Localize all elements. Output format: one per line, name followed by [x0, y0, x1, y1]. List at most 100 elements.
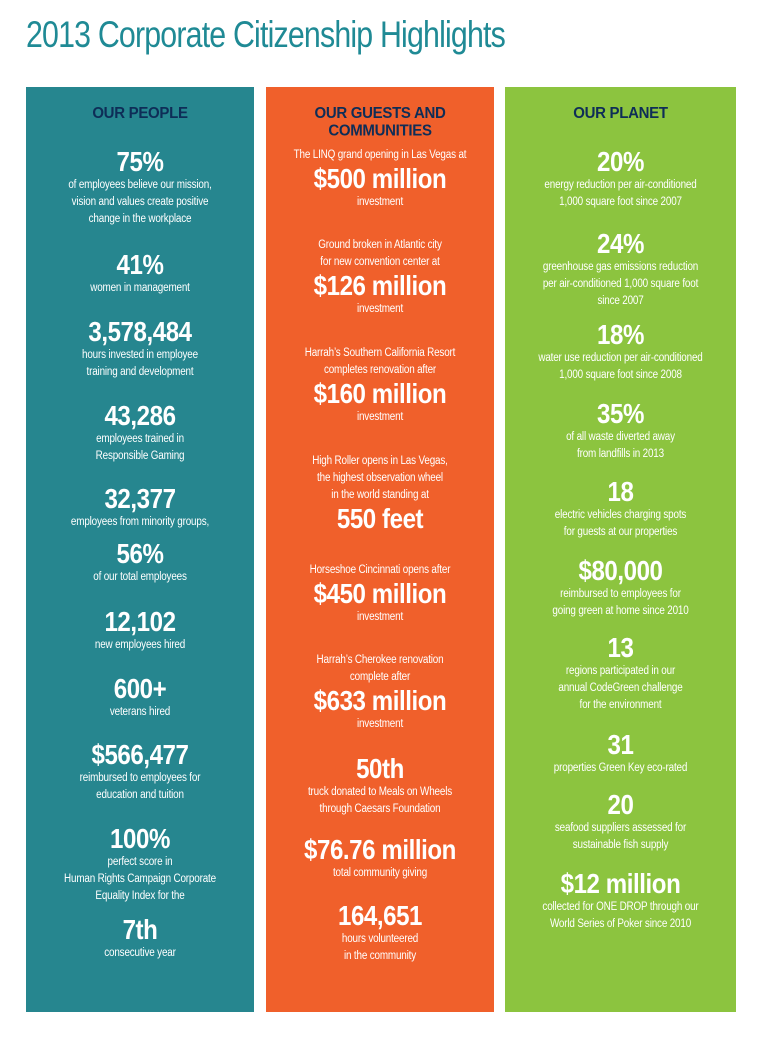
stat-value: 50th — [356, 753, 404, 784]
stat-value: $566,477 — [91, 739, 189, 770]
stat-value: $633 million — [313, 685, 447, 716]
guests-stat: 50th truck donated to Meals on Wheels th… — [266, 754, 494, 818]
guests-stat: Horseshoe Cincinnati opens after $450 mi… — [266, 562, 494, 626]
stat-value: 13 — [607, 632, 634, 663]
people-stat: 7th consecutive year — [26, 915, 254, 962]
stat-description: perfect score in Human Rights Campaign C… — [64, 856, 216, 902]
people-stat: 12,102 new employees hired — [26, 607, 254, 654]
stat-value: $500 million — [313, 163, 447, 194]
stat-description: new employees hired — [94, 639, 186, 651]
stat-value: $450 million — [313, 578, 447, 609]
stat-description: regions participated in our annual CodeG… — [558, 665, 683, 711]
stat-intro: Harrah’s Cherokee renovation complete af… — [316, 654, 444, 683]
planet-stat: $12 million collected for ONE DROP throu… — [505, 869, 736, 933]
stat-description: hours volunteered in the community — [341, 933, 419, 962]
stat-value: 32,377 — [104, 483, 176, 514]
stat-description: truck donated to Meals on Wheels through… — [307, 786, 453, 815]
planet-stat: 18% water use reduction per air-conditio… — [505, 320, 736, 384]
stat-value: 20 — [607, 789, 634, 820]
stat-description: energy reduction per air-conditioned 1,0… — [544, 179, 697, 208]
stat-description: hours invested in employee training and … — [82, 349, 198, 378]
stat-value: 56% — [116, 538, 164, 569]
stat-value: 100% — [110, 823, 170, 854]
stat-value: $12 million — [560, 868, 681, 899]
stat-value: 41% — [116, 249, 164, 280]
stat-value: $126 million — [313, 270, 447, 301]
stat-value: 3,578,484 — [88, 316, 192, 347]
stat-value: $160 million — [313, 378, 447, 409]
stat-description: properties Green Key eco-rated — [553, 762, 688, 774]
planet-stat: $80,000 reimbursed to employees for goin… — [505, 556, 736, 620]
people-stat: 100% perfect score in Human Rights Campa… — [26, 824, 254, 905]
stat-description: electric vehicles charging spots for gue… — [554, 509, 687, 538]
stat-description: consecutive year — [104, 947, 176, 959]
stat-description: employees trained in Responsible Gaming — [95, 433, 185, 462]
stat-description: women in management — [90, 282, 190, 294]
stat-description: seafood suppliers assessed for sustainab… — [554, 822, 687, 851]
people-stat: 43,286 employees trained in Responsible … — [26, 401, 254, 465]
our-guests-heading: OUR GUESTS AND COMMUNITIES — [314, 104, 446, 140]
stat-description: of all waste diverted away from landfill… — [566, 431, 675, 460]
people-stat: 600+ veterans hired — [26, 674, 254, 721]
stat-value: 550 feet — [336, 503, 424, 534]
stat-description: total community giving — [332, 867, 428, 879]
stat-description: water use reduction per air-conditioned … — [538, 352, 703, 381]
planet-stat: 35% of all waste diverted away from land… — [505, 399, 736, 463]
planet-stat: 31 properties Green Key eco-rated — [505, 730, 736, 777]
guests-stat: High Roller opens in Las Vegas, the high… — [266, 453, 494, 534]
stat-description: employees from minority groups, — [70, 516, 210, 528]
stat-value: 75% — [116, 146, 164, 177]
our-guests-column: OUR GUESTS AND COMMUNITIES The LINQ gran… — [266, 87, 494, 1012]
people-stat: 56% of our total employees — [26, 539, 254, 586]
stat-description: investment — [356, 196, 404, 208]
stat-description: of our total employees — [93, 571, 187, 583]
page-title: 2013 Corporate Citizenship Highlights — [26, 14, 506, 55]
stat-intro: Ground broken in Atlantic city for new c… — [318, 239, 442, 268]
stat-value: $80,000 — [578, 555, 663, 586]
people-stat: $566,477 reimbursed to employees for edu… — [26, 740, 254, 804]
guests-stat: The LINQ grand opening in Las Vegas at $… — [266, 147, 494, 211]
guests-stat: $76.76 million total community giving — [266, 835, 494, 882]
planet-stat: 24% greenhouse gas emissions reduction p… — [505, 229, 736, 310]
stat-description: of employees believe our mission, vision… — [68, 179, 212, 225]
people-stat: 32,377 employees from minority groups, — [26, 484, 254, 531]
people-stat: 3,578,484 hours invested in employee tra… — [26, 317, 254, 381]
our-planet-heading: OUR PLANET — [573, 104, 668, 123]
our-planet-column: OUR PLANET 20% energy reduction per air-… — [505, 87, 736, 1012]
stat-description: investment — [356, 718, 404, 730]
stat-value: 20% — [597, 146, 644, 177]
stat-value: 18% — [597, 319, 644, 350]
guests-stat: 164,651 hours volunteered in the communi… — [266, 901, 494, 965]
planet-stat: 20 seafood suppliers assessed for sustai… — [505, 790, 736, 854]
stat-description: investment — [356, 611, 404, 623]
planet-stat: 18 electric vehicles charging spots for … — [505, 477, 736, 541]
stat-value: 31 — [607, 729, 634, 760]
stat-description: collected for ONE DROP through our World… — [542, 901, 699, 930]
stat-intro: High Roller opens in Las Vegas, the high… — [312, 455, 448, 501]
stat-description: reimbursed to employees for going green … — [552, 588, 689, 617]
stat-description: investment — [356, 303, 404, 315]
stat-value: 35% — [597, 398, 644, 429]
planet-stat: 20% energy reduction per air-conditioned… — [505, 147, 736, 211]
stat-intro: The LINQ grand opening in Las Vegas at — [293, 149, 467, 161]
guests-stat: Ground broken in Atlantic city for new c… — [266, 237, 494, 318]
stat-description: greenhouse gas emissions reduction per a… — [542, 261, 699, 307]
stat-intro: Harrah’s Southern California Resort comp… — [304, 347, 456, 376]
people-stat: 41% women in management — [26, 250, 254, 297]
our-people-column: OUR PEOPLE 75% of employees believe our … — [26, 87, 254, 1012]
stat-value: 600+ — [113, 673, 167, 704]
stat-description: investment — [356, 411, 404, 423]
stat-description: reimbursed to employees for education an… — [79, 772, 201, 801]
our-people-heading: OUR PEOPLE — [92, 104, 188, 123]
stat-value: 43,286 — [104, 400, 176, 431]
stat-intro: Horseshoe Cincinnati opens after — [309, 564, 451, 576]
stat-value: $76.76 million — [304, 834, 456, 865]
guests-stat: Harrah’s Cherokee renovation complete af… — [266, 652, 494, 733]
planet-stat: 13 regions participated in our annual Co… — [505, 633, 736, 714]
stat-value: 164,651 — [337, 900, 423, 931]
stat-value: 18 — [607, 476, 634, 507]
stat-value: 12,102 — [104, 606, 176, 637]
people-stat: 75% of employees believe our mission, vi… — [26, 147, 254, 228]
guests-stat: Harrah’s Southern California Resort comp… — [266, 345, 494, 426]
stat-value: 7th — [122, 914, 158, 945]
